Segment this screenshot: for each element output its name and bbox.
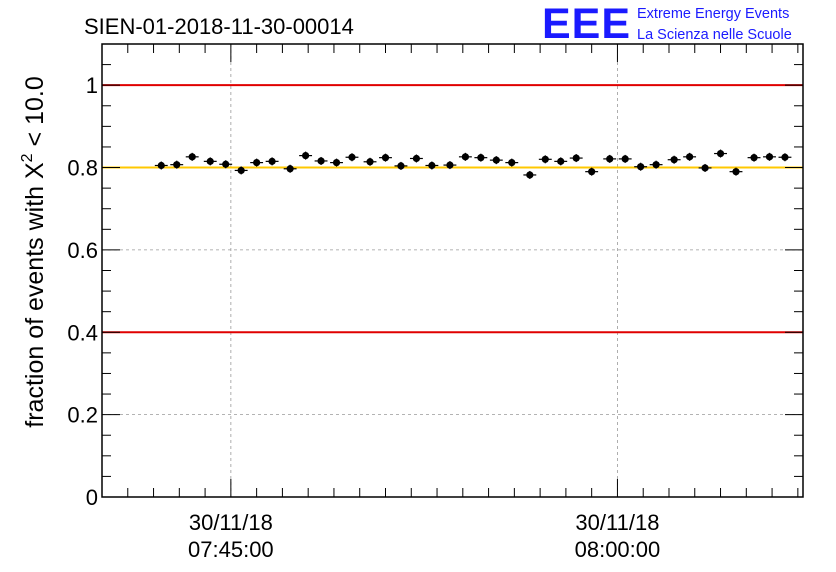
- data-point: [173, 161, 181, 169]
- data-point: [253, 159, 261, 167]
- logo-line-2: La Scienza nelle Scuole: [637, 27, 792, 43]
- plot-area: 00.20.40.60.8130/11/1807:45:0030/11/1808…: [67, 43, 804, 562]
- y-label-exponent: 2: [19, 153, 36, 162]
- data-point: [286, 165, 294, 173]
- data-point: [732, 168, 740, 176]
- data-point: [348, 153, 356, 161]
- x-tick-label-time: 07:45:00: [188, 537, 274, 562]
- data-point: [781, 153, 789, 161]
- data-point: [317, 157, 325, 165]
- data-point: [412, 154, 421, 163]
- data-point: [652, 161, 660, 169]
- y-label-suffix: < 10.0: [21, 76, 49, 153]
- logo-mark: EEE: [542, 0, 631, 48]
- data-point: [606, 155, 614, 163]
- x-tick-label-date: 30/11/18: [575, 510, 659, 535]
- data-point: [446, 161, 454, 169]
- plot-frame: [101, 43, 804, 498]
- eee-logo: EEE Extreme Energy Events La Scienza nel…: [542, 0, 792, 48]
- data-point: [397, 162, 405, 170]
- data-point: [428, 161, 436, 170]
- y-label-symbol: X: [21, 162, 49, 179]
- data-point: [508, 159, 516, 167]
- y-tick-label: 1: [86, 73, 98, 98]
- data-point: [366, 158, 374, 166]
- data-point: [301, 152, 310, 160]
- data-point: [765, 153, 774, 161]
- data-point: [477, 154, 485, 162]
- chart-title: SIEN-01-2018-11-30-00014: [84, 14, 354, 39]
- x-tick-label-time: 08:00:00: [575, 537, 661, 562]
- data-point: [222, 160, 230, 168]
- data-point: [381, 154, 390, 162]
- x-tick-label-date: 30/11/18: [189, 510, 273, 535]
- data-point: [750, 154, 758, 162]
- data-point: [461, 153, 469, 161]
- data-point: [716, 149, 725, 158]
- data-point: [588, 168, 596, 176]
- data-point: [557, 157, 565, 165]
- data-point: [268, 157, 276, 165]
- data-point: [686, 153, 694, 161]
- data-point: [621, 155, 629, 163]
- y-tick-label: 0.2: [67, 403, 98, 428]
- data-point: [188, 153, 196, 161]
- data-point: [637, 163, 645, 171]
- data-point: [572, 154, 580, 162]
- data-point: [492, 156, 500, 164]
- data-point: [701, 164, 709, 172]
- logo-line-1: Extreme Energy Events: [637, 6, 789, 22]
- data-point: [332, 159, 341, 167]
- y-tick-label: 0.4: [67, 320, 98, 345]
- data-point: [237, 166, 245, 175]
- y-tick-label: 0: [86, 485, 98, 510]
- y-tick-label: 0.6: [67, 238, 98, 263]
- y-label-prefix: fraction of events with: [21, 179, 49, 428]
- data-point: [206, 157, 214, 165]
- y-tick-label: 0.8: [67, 156, 98, 181]
- data-point: [541, 155, 549, 163]
- data-point: [157, 161, 165, 170]
- data-point: [526, 171, 534, 179]
- y-axis-label: fraction of events with X2 < 10.0: [19, 76, 49, 427]
- data-point: [670, 156, 678, 164]
